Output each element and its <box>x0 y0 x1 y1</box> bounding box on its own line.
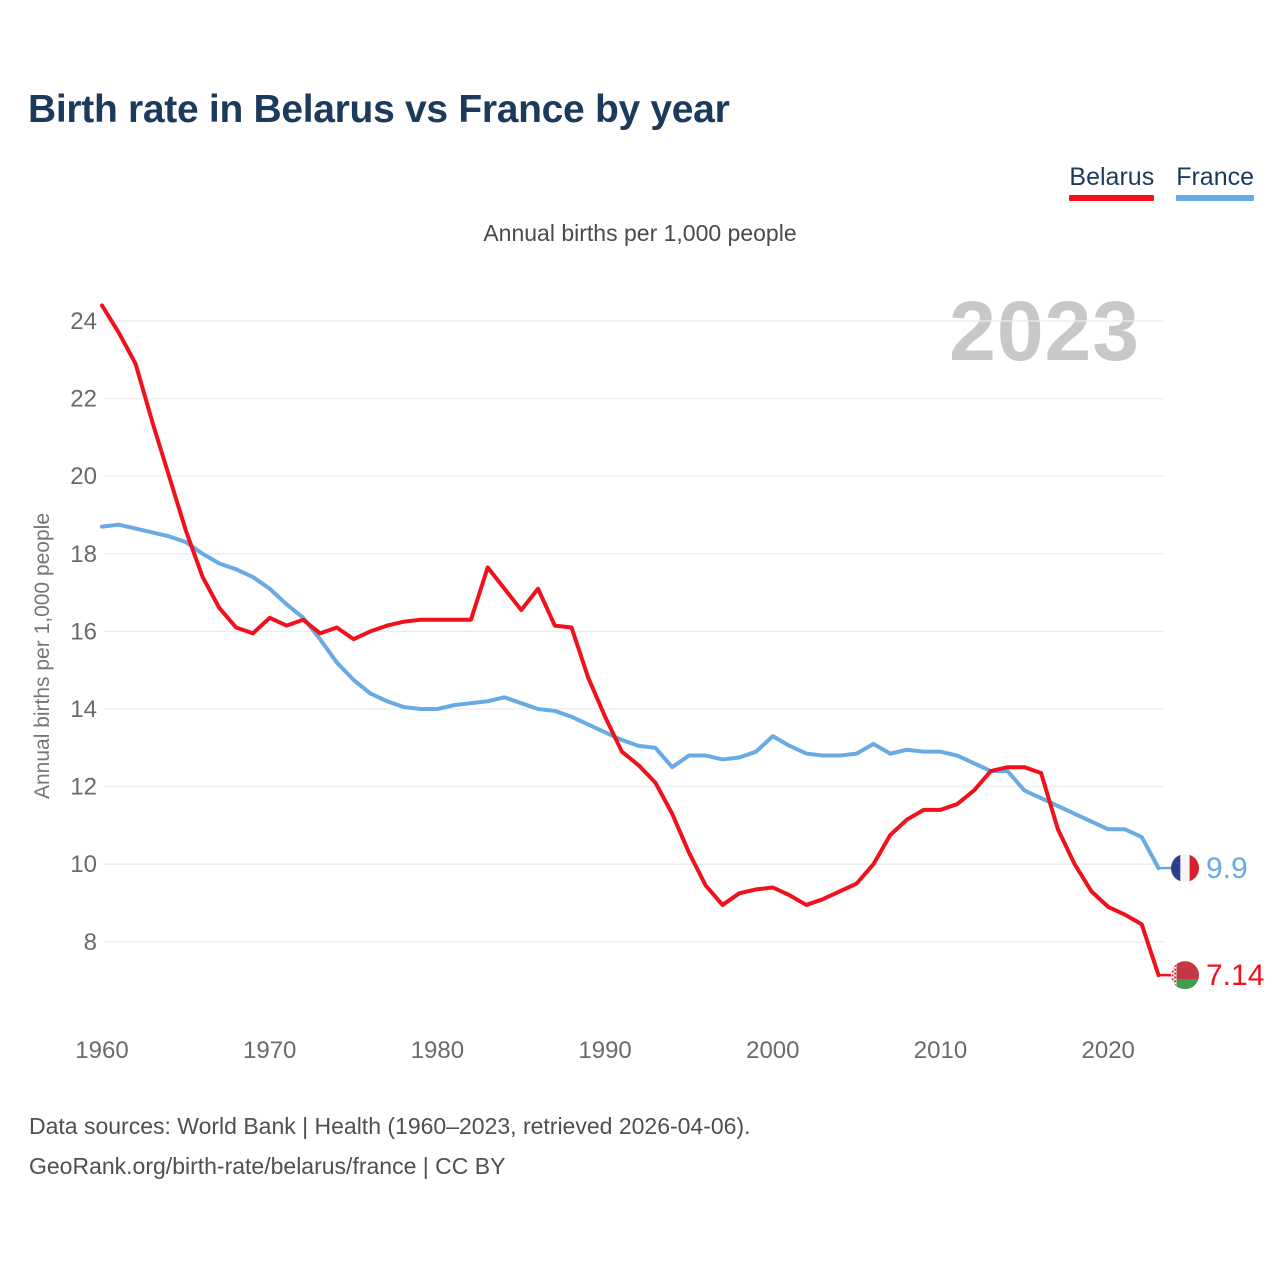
chart-subtitle: Annual births per 1,000 people <box>483 220 797 246</box>
x-tick-label-1970: 1970 <box>243 1037 296 1064</box>
x-tick-label-1960: 1960 <box>75 1037 128 1064</box>
france-line[interactable] <box>100 522 1161 871</box>
x-tick-label-2010: 2010 <box>914 1037 967 1064</box>
y-tick-label-12: 12 <box>70 774 97 801</box>
y-tick-label-22: 22 <box>70 386 97 413</box>
belarus-flag-icon <box>1171 961 1199 990</box>
belarus-line[interactable] <box>100 303 1161 978</box>
legend-swatch-france-icon <box>1176 194 1254 201</box>
watermark-year: 2023 <box>949 284 1140 378</box>
legend: Belarus France <box>1069 163 1254 201</box>
attribution-line: GeoRank.org/birth-rate/belarus/france | … <box>29 1153 506 1179</box>
belarus-end-value-label: 7.14 <box>1206 959 1264 992</box>
y-tick-label-14: 14 <box>70 696 97 723</box>
page-title: Birth rate in Belarus vs France by year <box>28 88 730 131</box>
x-tick-label-1980: 1980 <box>411 1037 464 1064</box>
y-tick-label-8: 8 <box>84 929 97 956</box>
y-tick-label-10: 10 <box>70 851 97 878</box>
y-tick-label-24: 24 <box>70 308 97 335</box>
legend-swatch-belarus-icon <box>1069 194 1155 201</box>
footer: Data sources: World Bank | Health (1960–… <box>29 1106 751 1186</box>
y-tick-label-16: 16 <box>70 618 97 645</box>
x-tick-label-1990: 1990 <box>578 1037 631 1064</box>
x-tick-label-2000: 2000 <box>746 1037 799 1064</box>
legend-label-france: France <box>1176 163 1254 191</box>
data-sources-line: Data sources: World Bank | Health (1960–… <box>29 1113 751 1139</box>
x-tick-label-2020: 2020 <box>1082 1037 1135 1064</box>
legend-item-belarus[interactable]: Belarus <box>1069 163 1155 201</box>
france-end-value-label: 9.9 <box>1206 852 1248 885</box>
legend-item-france[interactable]: France <box>1176 163 1254 201</box>
y-tick-label-20: 20 <box>70 463 97 490</box>
y-tick-label-18: 18 <box>70 541 97 568</box>
legend-label-belarus: Belarus <box>1069 163 1155 191</box>
france-flag-icon <box>1171 854 1199 883</box>
